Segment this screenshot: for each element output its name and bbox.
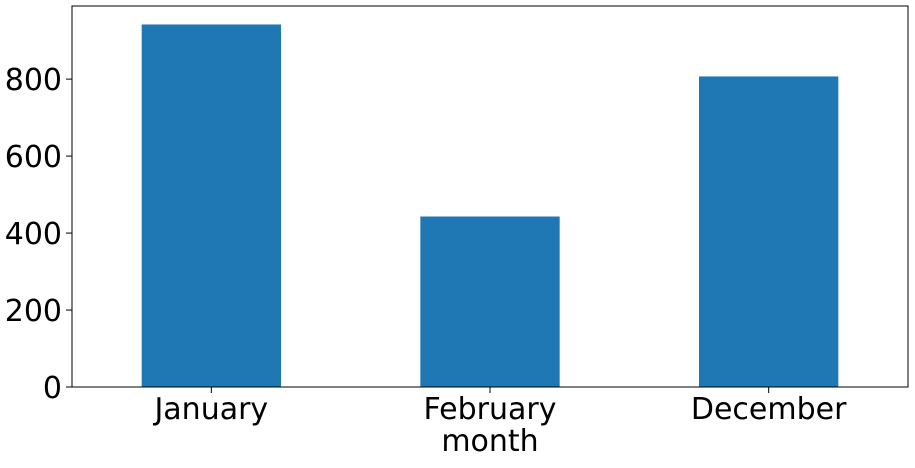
bar-february — [420, 216, 560, 387]
x-tick-label: February — [424, 392, 557, 427]
bars-layer — [141, 24, 839, 388]
x-axis-label: month — [441, 424, 538, 459]
x-tick-label: January — [152, 392, 268, 427]
x-axis-ticks: January February December — [152, 387, 847, 427]
y-tick-label: 600 — [5, 140, 62, 175]
y-tick-label: 200 — [5, 294, 62, 329]
bar-december — [699, 76, 839, 387]
y-tick-label: 0 — [43, 371, 62, 406]
y-tick-label: 400 — [5, 217, 62, 252]
bar-january — [141, 24, 281, 388]
x-tick-label: December — [691, 392, 847, 427]
y-axis-ticks: 0 200 400 600 800 — [5, 63, 72, 406]
plot-frame — [71, 5, 909, 388]
y-tick-label: 800 — [5, 63, 62, 98]
